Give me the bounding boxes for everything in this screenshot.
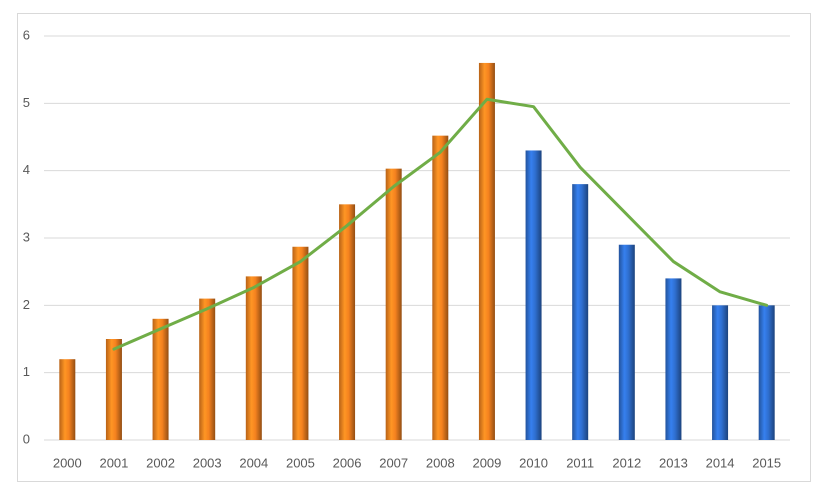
bar: [525, 150, 542, 440]
x-tick-label: 2010: [519, 455, 548, 470]
y-tick-label: 6: [23, 27, 30, 42]
x-tick-label: 2002: [146, 455, 175, 470]
chart-frame: [17, 13, 811, 482]
bar: [105, 339, 122, 440]
y-tick-label: 2: [23, 297, 30, 312]
y-tick-label: 1: [23, 364, 30, 379]
x-tick-label: 2003: [193, 455, 222, 470]
bar: [152, 318, 169, 440]
bar: [478, 62, 495, 440]
bar: [292, 246, 309, 440]
x-tick-label: 2006: [333, 455, 362, 470]
x-tick-label: 2007: [379, 455, 408, 470]
x-tick-label: 2014: [706, 455, 735, 470]
x-tick-label: 2009: [472, 455, 501, 470]
bar: [385, 168, 402, 440]
x-tick-label: 2012: [612, 455, 641, 470]
bar: [572, 184, 589, 440]
x-tick-label: 2001: [99, 455, 128, 470]
x-tick-label: 2005: [286, 455, 315, 470]
trend-line: [112, 97, 769, 351]
bar: [339, 204, 356, 440]
bar: [758, 305, 775, 440]
y-tick-label: 0: [23, 431, 30, 446]
x-tick-label: 2000: [53, 455, 82, 470]
y-tick-label: 3: [23, 229, 30, 244]
x-tick-label: 2004: [239, 455, 268, 470]
bar: [432, 135, 449, 441]
x-tick-label: 2013: [659, 455, 688, 470]
y-tick-label: 5: [23, 95, 30, 110]
bar: [199, 298, 216, 440]
x-tick-label: 2011: [566, 455, 594, 470]
bar: [665, 278, 682, 440]
x-tick-label: 2015: [752, 455, 781, 470]
bar: [59, 359, 76, 440]
bar: [712, 305, 729, 440]
bar: [245, 276, 262, 440]
y-tick-label: 4: [23, 162, 30, 177]
bar: [618, 244, 635, 440]
x-tick-label: 2008: [426, 455, 455, 470]
